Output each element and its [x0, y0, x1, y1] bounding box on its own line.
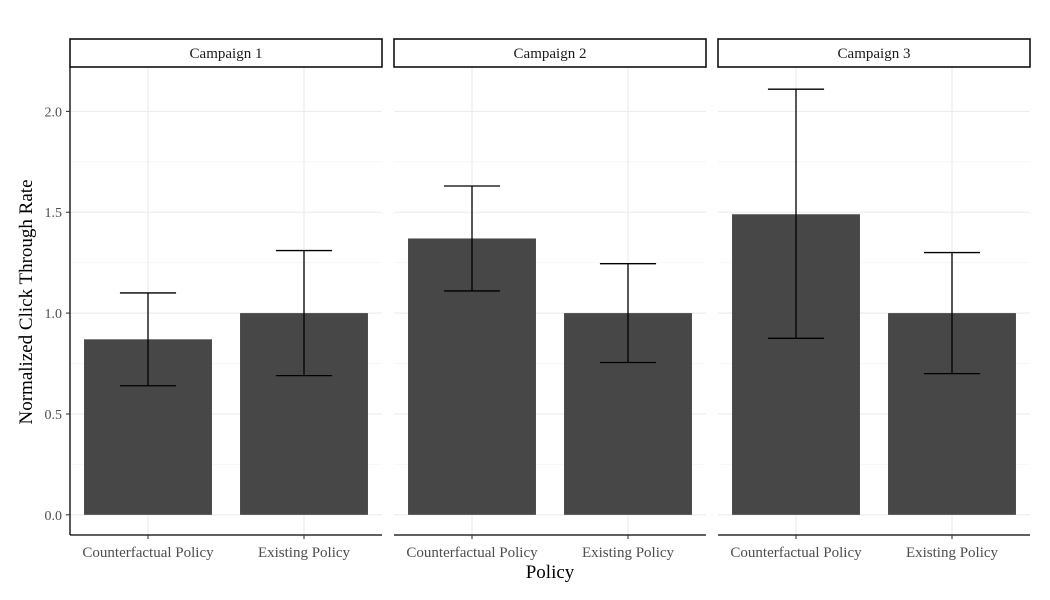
y-tick-label: 0.0: [45, 509, 63, 524]
y-tick-label: 1.0: [45, 307, 63, 322]
x-tick-label: Existing Policy: [582, 545, 675, 561]
panel-campaign-2: Counterfactual Policy Existing Policy Camp…: [393, 38, 707, 561]
facet-strip-label: Campaign 2: [514, 46, 587, 62]
error-bar: [923, 251, 981, 375]
y-tick-label: 1.5: [45, 206, 63, 221]
panels-layer: Counterfactual Policy Existing Policy Camp…: [69, 38, 1031, 561]
facet-strip: [717, 38, 1031, 68]
error-bar: [119, 292, 177, 387]
error-bar: [275, 249, 333, 377]
x-tick-label: Existing Policy: [258, 545, 351, 561]
x-axis-title: Policy: [526, 562, 575, 583]
x-tick-label: Counterfactual Policy: [406, 545, 538, 561]
facet-strip: [69, 38, 383, 68]
y-axis: 0.0 0.5 1.0 1.5 2.0: [45, 67, 71, 535]
facet-strip: [393, 38, 707, 68]
x-tick-label: Counterfactual Policy: [82, 545, 214, 561]
error-bar: [767, 88, 825, 339]
x-tick-label: Existing Policy: [906, 545, 999, 561]
error-bar: [599, 263, 657, 364]
facet-strip-label: Campaign 1: [190, 46, 263, 62]
error-bar: [443, 185, 501, 292]
y-axis-title: Normalized Click Through Rate: [16, 179, 37, 424]
panel-campaign-3: Counterfactual Policy Existing Policy Camp…: [717, 38, 1031, 561]
facet-strip-label: Campaign 3: [838, 46, 911, 62]
y-tick-label: 2.0: [45, 105, 63, 120]
x-tick-label: Counterfactual Policy: [730, 545, 862, 561]
panel-campaign-1: Counterfactual Policy Existing Policy Camp…: [69, 38, 383, 561]
y-tick-label: 0.5: [45, 408, 63, 423]
